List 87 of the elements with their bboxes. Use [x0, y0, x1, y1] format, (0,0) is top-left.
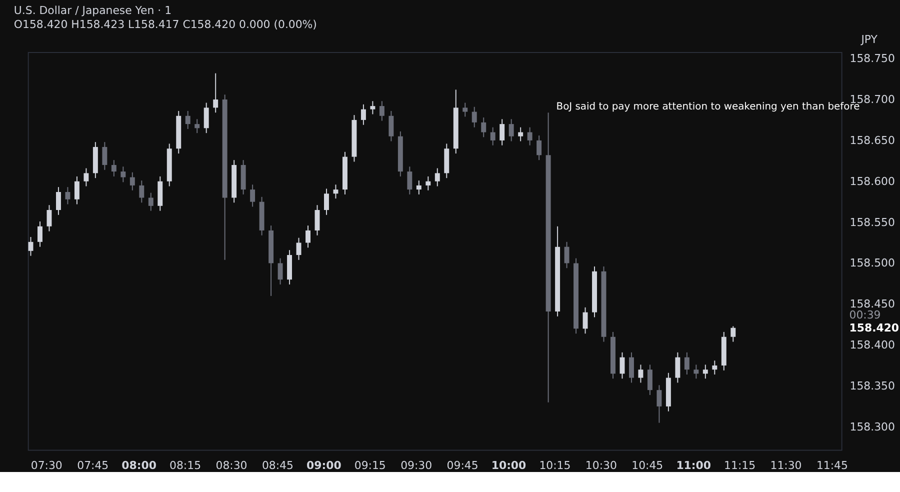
candlestick	[426, 176, 431, 191]
candlestick	[416, 180, 422, 195]
y-tick-label: 158.650	[850, 134, 895, 147]
y-tick-label: 158.750	[850, 52, 895, 66]
candlestick	[38, 220, 42, 248]
candlestick	[250, 184, 256, 208]
candlestick	[46, 204, 52, 232]
candlestick	[111, 160, 116, 177]
y-tick-label: 158.300	[850, 420, 895, 434]
y-tick-label: 158.450	[850, 298, 895, 311]
candlestick	[130, 172, 135, 191]
x-tick-label: 08:15	[170, 459, 202, 472]
candlestick	[647, 364, 652, 396]
candlestick	[694, 364, 699, 380]
candlestick	[324, 188, 329, 216]
candlestick	[65, 186, 70, 205]
y-tick-label: 158.600	[850, 174, 895, 188]
x-tick-label: 10:45	[632, 459, 664, 472]
candlestick	[56, 186, 61, 216]
candlestick	[139, 180, 144, 204]
candlestick	[74, 176, 80, 205]
x-tick-label: 09:15	[354, 459, 386, 472]
candlestick	[564, 241, 570, 269]
x-tick-label: 08:30	[216, 459, 248, 472]
candlestick	[712, 360, 718, 376]
candlestick	[702, 364, 708, 380]
candlestick	[481, 117, 486, 138]
text: 158.420	[849, 321, 900, 334]
candlestick	[527, 126, 532, 146]
candlestick	[582, 306, 588, 334]
candlestick	[490, 126, 496, 146]
candlestick	[213, 72, 218, 114]
candlestick	[314, 204, 320, 236]
y-tick-label: 158.400	[850, 338, 895, 352]
candlestick	[628, 352, 634, 384]
candlestick	[656, 384, 662, 424]
candlestick	[194, 118, 200, 134]
candlestick	[684, 352, 690, 376]
candlestick	[388, 110, 394, 142]
candlestick	[379, 100, 384, 122]
candlestick	[462, 102, 468, 118]
x-tick-label: 09:45	[446, 459, 478, 472]
x-tick-label: 11:45	[816, 459, 848, 472]
candlestick	[536, 135, 542, 161]
candlestick	[360, 104, 366, 126]
chart-subtitle: O158.420 H158.423 L158.417 C158.420 0.000 (0.00%)	[14, 18, 317, 32]
x-tick-label: 10:30	[585, 459, 617, 472]
x-tick-label: 07:30	[30, 459, 62, 472]
candlestick	[102, 142, 108, 170]
candlestick	[500, 118, 505, 146]
y-tick-label: 158.550	[850, 216, 895, 229]
candlestick	[120, 166, 126, 183]
candlestick	[518, 126, 524, 142]
candlestick	[620, 352, 625, 380]
x-tick-label: 09:30	[400, 459, 432, 472]
candlestick	[306, 225, 310, 248]
candlestick	[148, 192, 154, 212]
candlestick	[407, 166, 412, 195]
x-tick-label: 10:00	[491, 459, 527, 472]
candlestick	[84, 168, 89, 187]
candlestick	[185, 110, 190, 130]
candlestick	[333, 184, 338, 200]
text: 00:39	[849, 308, 881, 322]
x-tick-label: 11:15	[724, 459, 756, 472]
candlestick	[730, 326, 736, 342]
candlestick	[28, 236, 34, 256]
candlestick	[472, 106, 477, 128]
x-tick-label: 11:00	[676, 459, 712, 472]
candlestick	[675, 352, 680, 384]
y-tick-label: 158.350	[850, 379, 895, 392]
candlestick	[370, 100, 376, 115]
x-tick-label: 09:00	[306, 459, 342, 472]
candlestick	[508, 118, 514, 142]
x-tick-label: 08:00	[122, 459, 157, 472]
y-axis-title: JPY	[860, 33, 878, 46]
y-tick-label: 158.500	[850, 256, 895, 270]
candlestick	[638, 364, 644, 384]
annotation: BoJ said to pay more attention to weakening yen than before	[556, 101, 860, 112]
x-tick-label: 07:45	[77, 459, 109, 472]
candlestick	[278, 258, 283, 285]
chart-title: U.S. Dollar / Japanese Yen · 1	[14, 4, 172, 18]
x-tick-label: 10:15	[539, 459, 571, 472]
candlestick	[296, 237, 302, 260]
x-tick-label: 11:30	[770, 459, 802, 472]
candlestick	[434, 168, 440, 187]
x-tick-label: 08:45	[262, 459, 294, 472]
candlestick	[204, 102, 209, 134]
